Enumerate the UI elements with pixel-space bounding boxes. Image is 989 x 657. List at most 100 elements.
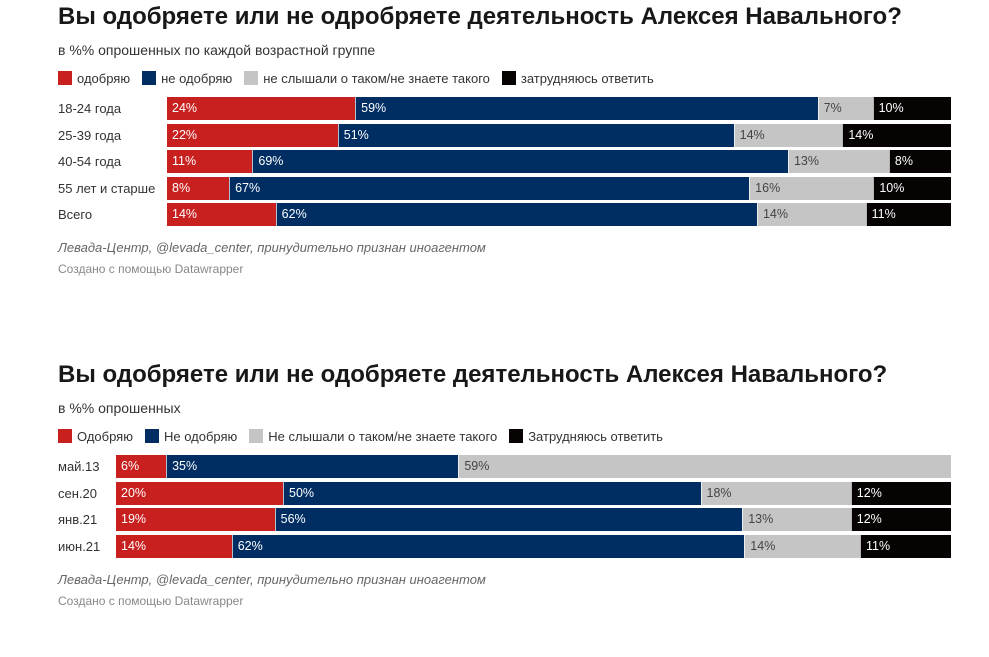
bar-row: май.13 6% 35% 59% — [58, 455, 951, 478]
chart-subtitle: в %% опрошенных — [58, 400, 181, 416]
legend: одобряю не одобряю не слышали о таком/не… — [58, 69, 951, 87]
stacked-bar: 14% 62% 14% 11% — [116, 534, 951, 558]
data-label: 18% — [706, 485, 732, 500]
data-label: 12% — [856, 485, 882, 500]
bar-segment-disapprove: 62% — [275, 203, 757, 226]
data-label: 14% — [172, 207, 198, 221]
bar-segment-not-heard: 14% — [744, 534, 861, 558]
source-note: Левада-Центр, @levada_center, принудител… — [58, 571, 486, 587]
data-label: 19% — [121, 512, 147, 526]
legend-item-approve: одобряю — [58, 71, 130, 86]
category-label: 40-54 года — [58, 154, 122, 169]
legend-swatch-not-heard — [244, 71, 259, 85]
legend-item-disapprove: Не одобряю — [144, 429, 237, 444]
bar-segment-hard-to-say: 12% — [850, 508, 951, 531]
bar-segment-approve: 22% — [167, 123, 338, 147]
data-label: 35% — [172, 459, 198, 473]
stacked-bar: 14% 62% 14% 11% — [167, 203, 951, 226]
data-label: 20% — [121, 485, 147, 500]
bar-segment-approve: 14% — [116, 534, 232, 558]
legend-item-disapprove: не одобряю — [142, 71, 232, 86]
legend-item-hard-to-say: затрудняюсь ответить — [501, 70, 654, 86]
bar-segment-not-heard: 18% — [700, 481, 851, 505]
stacked-bar: 6% 35% 59% — [116, 455, 951, 478]
stacked-bar: 8% 67% 16% 10% — [167, 176, 951, 200]
data-label: 56% — [280, 512, 306, 526]
data-label: 24% — [172, 101, 198, 115]
data-label: 59% — [464, 459, 490, 473]
category-label: 18-24 года — [58, 101, 122, 116]
bar-rows: 18-24 года 24% 59% 7% 10% 25-39 года 22% 51% 14%… — [58, 97, 951, 226]
legend-label: затрудняюсь ответить — [520, 70, 654, 86]
stacked-bar: 20% 50% 18% 12% — [116, 481, 951, 505]
data-label: 59% — [361, 101, 387, 115]
bar-row: Всего 14% 62% 14% 11% — [58, 203, 951, 226]
category-label: май.13 — [58, 459, 100, 474]
data-label: 6% — [121, 459, 140, 473]
credit-note: Создано с помощью Datawrapper — [58, 262, 244, 276]
bar-segment-disapprove: 62% — [231, 534, 745, 558]
bar-segment-disapprove: 50% — [283, 481, 701, 505]
bar-segment-disapprove: 67% — [229, 176, 750, 200]
bar-segment-hard-to-say: 12% — [850, 481, 951, 505]
legend-swatch-hard-to-say — [501, 71, 516, 85]
bar-segment-approve: 20% — [116, 481, 283, 505]
data-label: 11% — [871, 207, 896, 221]
legend-swatch-approve — [58, 71, 72, 85]
data-label: 51% — [343, 127, 369, 142]
legend-swatch-disapprove — [142, 71, 157, 85]
stacked-bar: 22% 51% 14% 14% — [167, 123, 951, 147]
legend-label: не одобряю — [161, 70, 233, 86]
data-label: 14% — [739, 127, 765, 142]
legend-label: не слышали о таком/не знаете такого — [263, 70, 490, 86]
bar-segment-approve: 14% — [167, 203, 276, 226]
legend-item-approve: Одобряю — [58, 429, 133, 444]
data-label: 14% — [121, 538, 147, 553]
data-label: 8% — [172, 180, 191, 195]
bar-segment-hard-to-say: 8% — [888, 150, 951, 173]
source-note: Левада-Центр, @levada_center, принудител… — [58, 240, 486, 255]
data-label: 14% — [848, 127, 874, 142]
legend-label: Одобряю — [77, 428, 133, 444]
bar-row: 25-39 года 22% 51% 14% 14% — [58, 123, 951, 147]
bar-segment-disapprove: 69% — [252, 150, 788, 173]
bar-row: июн.21 14% 62% 14% 11% — [58, 534, 951, 558]
category-label: 25-39 года — [58, 127, 122, 143]
data-label: 14% — [750, 538, 776, 553]
chart-over-time: Вы одобряете или не одобряете деятельнос… — [58, 358, 951, 609]
stacked-bar: 11% 69% 13% 8% — [167, 150, 951, 173]
data-label: 67% — [235, 180, 261, 195]
bar-segment-disapprove: 56% — [274, 508, 743, 531]
bar-segment-hard-to-say: 10% — [873, 176, 951, 200]
data-label: 10% — [879, 180, 905, 195]
data-label: 14% — [762, 207, 788, 221]
data-label: 69% — [258, 154, 284, 168]
bar-segment-disapprove: 51% — [337, 123, 734, 147]
legend-item-not-heard: не слышали о таком/не знаете такого — [244, 71, 490, 86]
data-label: 62% — [281, 207, 307, 221]
legend-swatch-hard-to-say — [509, 429, 524, 443]
legend-item-not-heard: Не слышали о таком/не знаете такого — [249, 429, 497, 444]
data-label: 62% — [237, 538, 263, 553]
bar-segment-not-heard: 13% — [787, 150, 889, 173]
data-label: 7% — [823, 101, 842, 115]
chart-title: Вы одобряете или не одробряете деятельно… — [58, 3, 902, 30]
legend-label: Затрудняюсь ответить — [528, 428, 663, 444]
chart-title: Вы одобряете или не одобряете деятельнос… — [58, 361, 888, 388]
legend-swatch-not-heard — [249, 429, 264, 443]
bar-rows: май.13 6% 35% 59% сен.20 20% 50% 18% 12% янв.21 19… — [58, 455, 951, 558]
legend-label: Не слышали о таком/не знаете такого — [268, 428, 498, 444]
bar-segment-not-heard: 16% — [749, 176, 874, 200]
category-label: июн.21 — [58, 538, 101, 554]
chart-subtitle: в %% опрошенных по каждой возрастной гру… — [58, 42, 376, 58]
bar-row: 40-54 года 11% 69% 13% 8% — [58, 150, 951, 173]
legend-swatch-disapprove — [144, 429, 159, 443]
data-label: 12% — [856, 512, 882, 526]
stacked-bar: 19% 56% 13% 12% — [116, 508, 951, 531]
bar-row: янв.21 19% 56% 13% 12% — [58, 508, 951, 531]
bar-segment-disapprove: 59% — [355, 97, 818, 120]
bar-row: 55 лет и старше 8% 67% 16% 10% — [58, 176, 951, 200]
bar-segment-not-heard: 14% — [733, 123, 843, 147]
bar-row: 18-24 года 24% 59% 7% 10% — [58, 97, 951, 120]
bar-segment-hard-to-say: 11% — [865, 203, 951, 226]
